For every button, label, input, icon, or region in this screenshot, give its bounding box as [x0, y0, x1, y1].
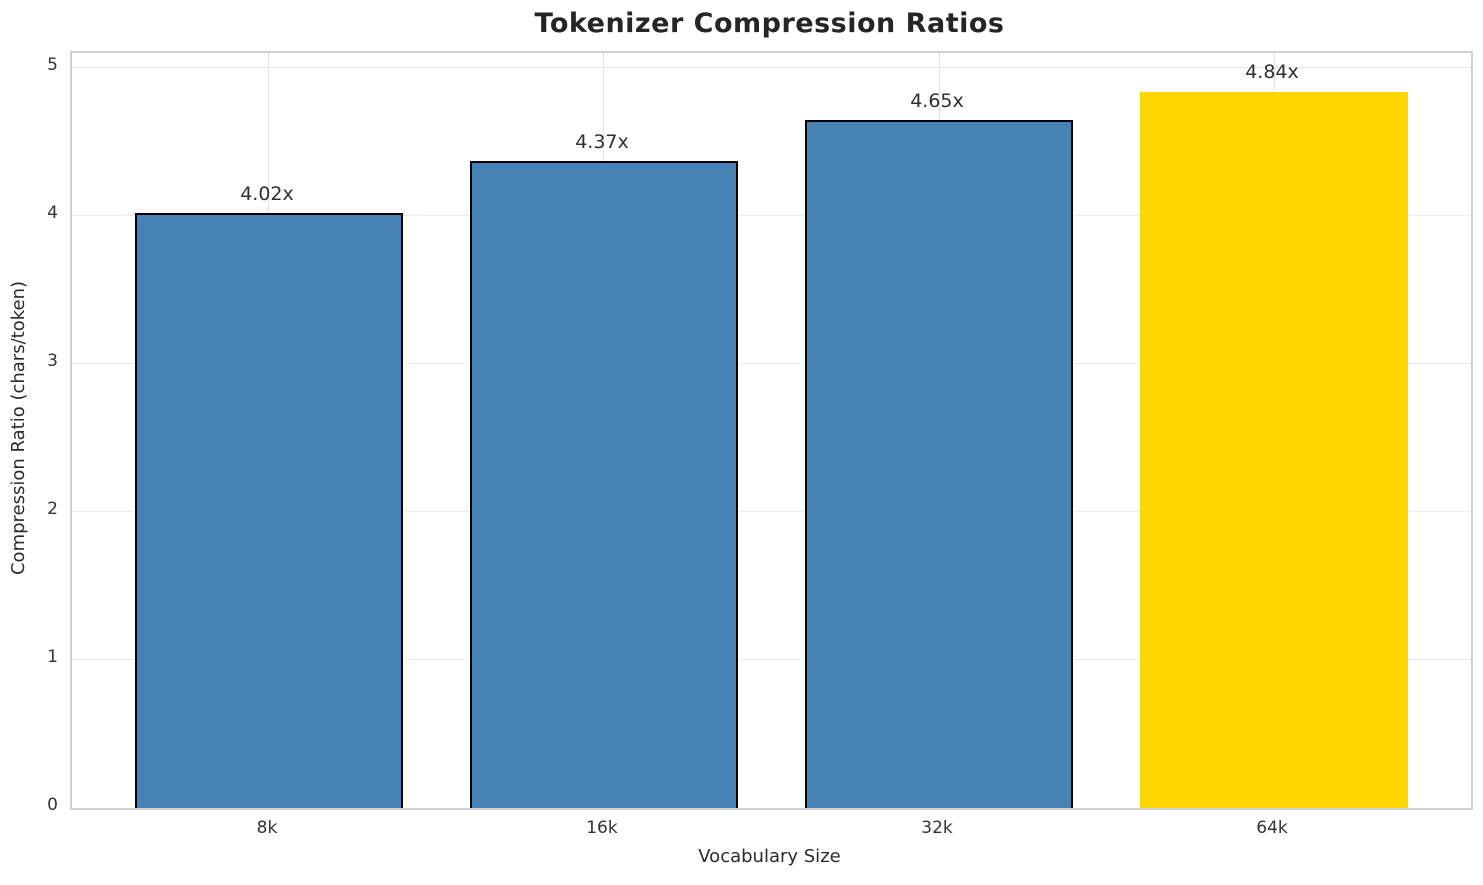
y-tick-label: 2	[47, 498, 58, 519]
bar-value-label: 4.84x	[1245, 61, 1299, 84]
y-tick-label: 0	[47, 795, 58, 815]
y-tick-label: 3	[47, 350, 58, 371]
h-gridline	[72, 66, 1471, 68]
x-tick-label: 16k	[586, 818, 618, 838]
x-tick-label: 64k	[1256, 818, 1288, 838]
x-tick-label: 8k	[256, 818, 278, 838]
x-axis-label: Vocabulary Size	[698, 846, 841, 867]
plot-area	[70, 51, 1473, 810]
bar-16k	[469, 161, 738, 808]
h-gridline	[72, 510, 1471, 512]
bar-value-label: 4.37x	[575, 131, 629, 154]
h-gridline	[72, 362, 1471, 364]
h-gridline	[72, 658, 1471, 660]
chart-title: Tokenizer Compression Ratios	[534, 8, 1005, 39]
bar-value-label: 4.02x	[240, 182, 294, 205]
y-tick-label: 5	[47, 54, 58, 75]
bar-32k	[805, 119, 1073, 808]
y-tick-label: 4	[47, 202, 58, 223]
x-tick-label: 32k	[921, 818, 953, 838]
h-gridline	[72, 214, 1471, 216]
y-axis-label: Compression Ratio (chars/token)	[8, 280, 29, 576]
bar-value-label: 4.65x	[910, 89, 964, 112]
bar-64k	[1140, 91, 1408, 808]
y-tick-label: 1	[47, 646, 58, 667]
bar-8k	[134, 212, 403, 808]
